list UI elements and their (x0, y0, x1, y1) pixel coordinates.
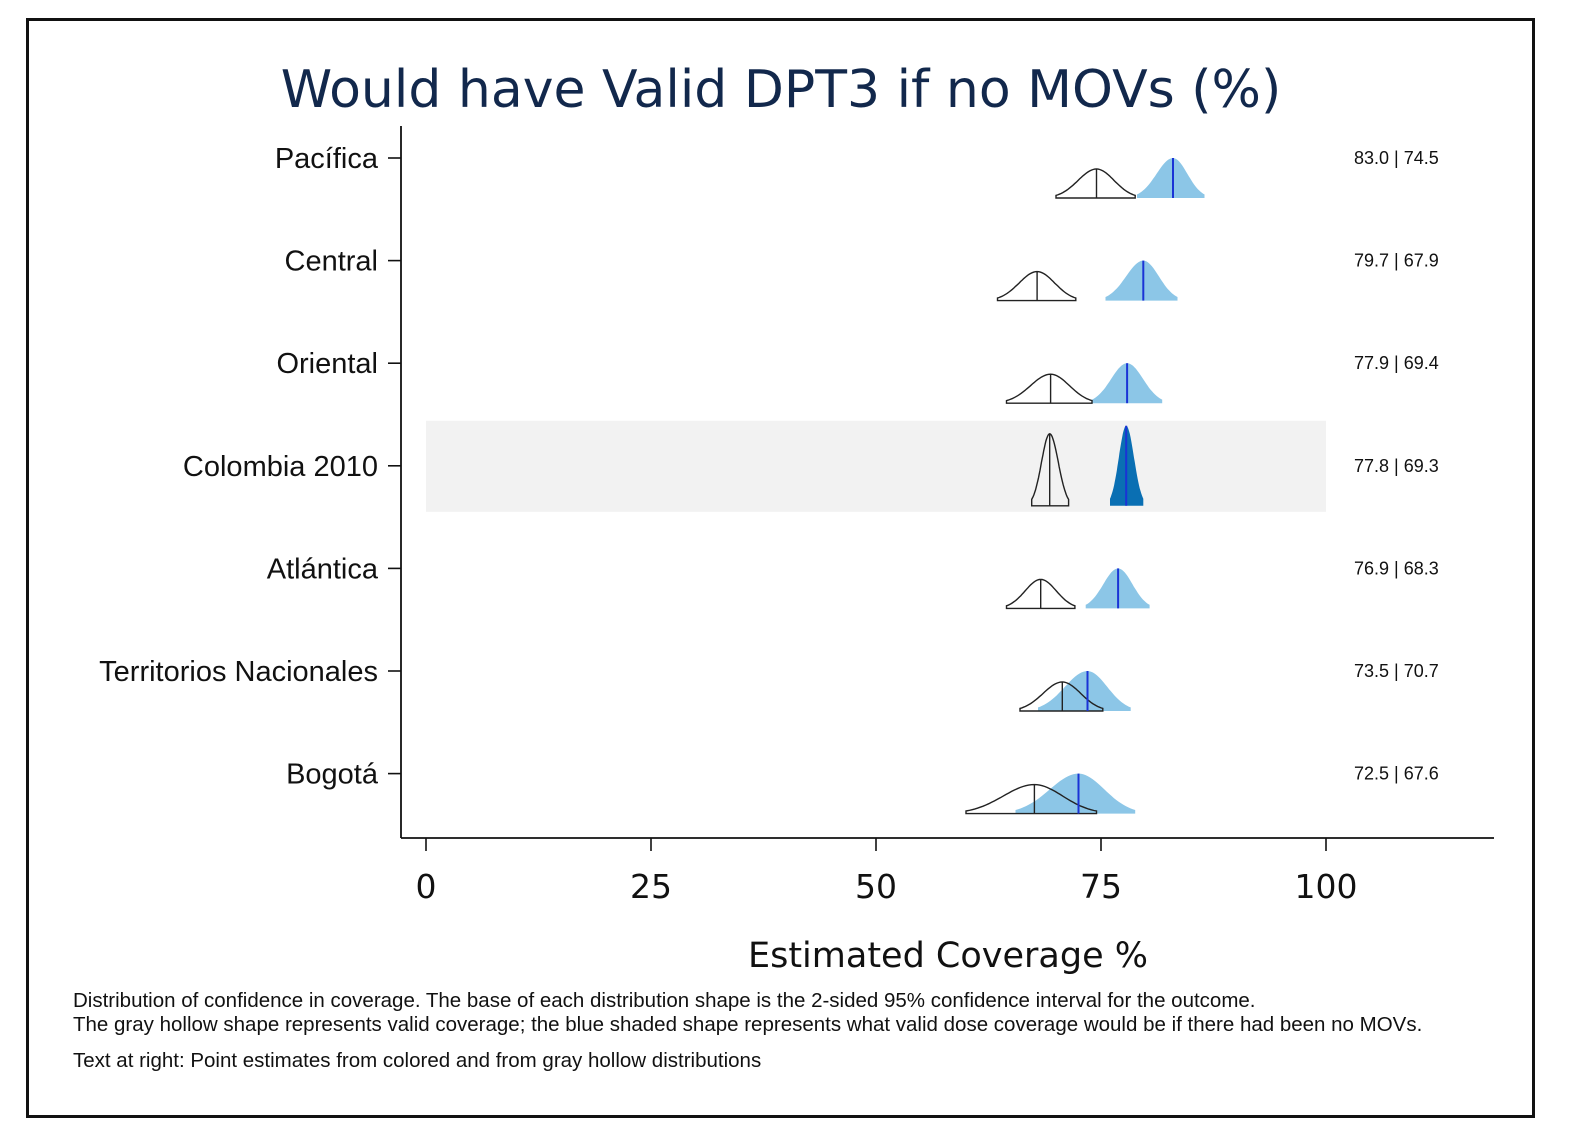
highlight-band (426, 420, 1326, 512)
gray-distribution (1055, 168, 1136, 199)
x-tick-label: 100 (1295, 867, 1358, 906)
point-estimate-label: 79.7 | 67.9 (1354, 251, 1439, 271)
x-tick-label: 75 (1080, 867, 1122, 906)
x-axis-label: Estimated Coverage % (748, 936, 1148, 976)
blue-distribution (1105, 260, 1178, 301)
blue-distribution (1015, 773, 1136, 814)
point-estimate-label: 76.9 | 68.3 (1354, 558, 1439, 578)
row-label: Atlántica (267, 553, 379, 585)
point-estimate-label: 77.9 | 69.4 (1354, 353, 1439, 373)
point-estimate-label: 72.5 | 67.6 (1354, 764, 1439, 784)
gray-distribution (1005, 578, 1076, 610)
blue-distribution (1038, 671, 1131, 711)
point-estimate-label: 83.0 | 74.5 (1354, 148, 1439, 168)
chart-title: Would have Valid DPT3 if no MOVs (%) (281, 60, 1282, 120)
x-tick-label: 50 (855, 867, 897, 906)
blue-distribution (1137, 158, 1205, 198)
gray-distribution (965, 783, 1098, 815)
row-label: Bogotá (286, 759, 379, 791)
gray-distribution (1019, 681, 1104, 712)
row-label: Central (285, 246, 379, 278)
row-label: Pacífica (275, 143, 379, 175)
gray-distribution (996, 270, 1077, 302)
chart-frame (26, 18, 1535, 1118)
gray-distribution (1005, 373, 1093, 404)
note-line-2: The gray hollow shape represents valid c… (73, 1013, 1422, 1036)
point-estimate-label: 77.8 | 69.3 (1354, 456, 1439, 476)
x-tick-label: 25 (630, 867, 672, 906)
row-label: Colombia 2010 (183, 451, 378, 483)
note-line-1: Distribution of confidence in coverage. … (73, 989, 1256, 1012)
row-label: Territorios Nacionales (99, 656, 378, 688)
x-tick-label: 0 (416, 867, 437, 906)
note-line-3: Text at right: Point estimates from colo… (73, 1049, 761, 1072)
row-label: Oriental (276, 348, 378, 380)
point-estimate-label: 73.5 | 70.7 (1354, 661, 1439, 681)
